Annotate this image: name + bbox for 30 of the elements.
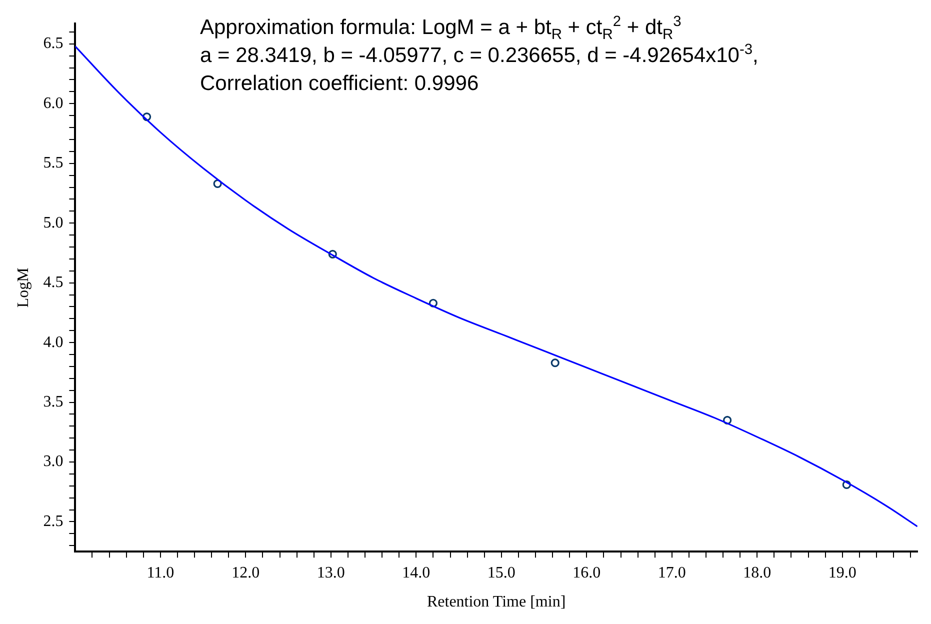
annotation: a = 28.3419, b = -4.05977, c = 0.236655, d = -4.92654x10$^{-3}$,	[200, 42, 758, 69]
y-tick-label: 5.5	[43, 154, 64, 172]
point	[142, 112, 152, 122]
x-tick-label: 12.0	[232, 564, 260, 582]
x-tick-label: 15.0	[487, 564, 516, 582]
y-axis-title: LogM	[14, 268, 32, 308]
line-series	[75, 45, 918, 528]
point	[428, 298, 438, 308]
y-tick-label: 3.5	[43, 393, 64, 410]
point	[723, 416, 732, 424]
x-tick-label: 19.0	[828, 564, 856, 582]
y-tick-label: 2.5	[43, 512, 64, 530]
y-tick-label: 6.5	[43, 35, 64, 52]
point	[213, 179, 222, 188]
x-tick-label: 17.0	[658, 564, 686, 582]
point	[328, 250, 337, 258]
x-tick-label: 16.0	[572, 564, 601, 582]
y-tick-label: 4.0	[43, 334, 64, 351]
y-tick-label: 6.0	[43, 94, 64, 112]
x-tick-label: 13.0	[316, 564, 345, 582]
y-tick-label: 3.0	[43, 453, 64, 470]
y-tick-label: 4.5	[43, 274, 64, 292]
x-tick-label: 11.0	[146, 564, 174, 582]
x-axis-title: Retention Time [min]	[426, 594, 566, 611]
y-tick-label: 5.0	[43, 214, 64, 232]
x-tick-label: 14.0	[402, 564, 430, 582]
x-tick-label: 18.0	[743, 564, 772, 582]
point	[550, 358, 560, 368]
annotation: Correlation coefficient: 0.9996	[200, 71, 480, 97]
point	[842, 480, 851, 490]
